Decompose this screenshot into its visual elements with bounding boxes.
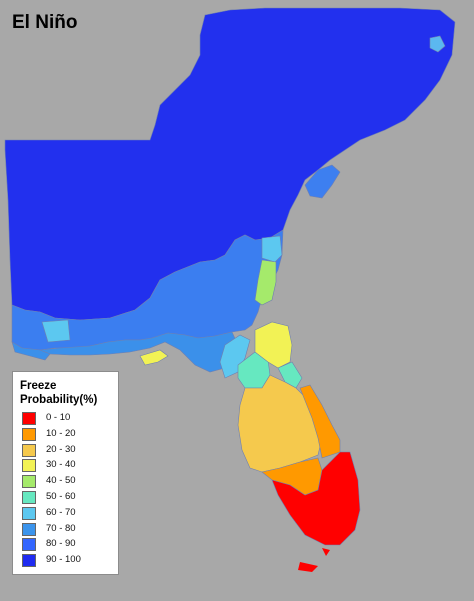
legend-range-label: 80 - 90 [46,538,76,550]
region-south-fl [271,451,361,546]
region-ne-fl-coast [254,259,277,306]
legend-range-label: 30 - 40 [46,459,76,471]
legend-swatch [22,427,36,441]
legend-range-label: 90 - 100 [46,554,81,566]
legend-swatch [22,538,36,552]
legend-swatch [22,443,36,457]
region-ga-coast [261,235,283,263]
legend-range-label: 0 - 10 [46,412,71,423]
legend-range-label: 40 - 50 [46,475,76,487]
legend-swatch [22,475,36,489]
legend-range-label: 50 - 60 [46,490,76,502]
legend-swatch [22,554,36,568]
legend-swatch [22,459,36,473]
region-panhandle-cyan [41,319,71,343]
legend-title-line1: Freeze [20,380,57,392]
legend-title: Freeze Probability(%) [20,379,97,407]
legend-swatch [22,506,36,520]
map-title: El Niño [12,12,78,33]
legend-range-label: 60 - 70 [46,506,76,518]
legend-range-label: 70 - 80 [46,522,76,534]
region-central-fl [237,374,323,473]
legend-range-label: 20 - 30 [46,443,76,455]
region-sc-coast [304,164,341,199]
region-gulf-coast-rim [11,341,51,361]
legend-swatch [22,490,36,504]
legend-title-line2: Probability(%) [20,394,98,406]
region-panhandle-shore-patch [139,349,169,366]
region-nc-outer-banks [429,35,446,53]
region-fl-east-teal [277,361,303,389]
region-florida-keys [298,548,330,572]
region-north-fl-center [254,321,293,369]
legend: Freeze Probability(%) 0 - 10 10 - 20 20 - … [12,371,119,575]
region-fl-east-coast [299,384,341,459]
legend-range-label: 10 - 20 [46,427,76,439]
legend-swatch [22,522,36,536]
legend-swatch [22,412,36,425]
